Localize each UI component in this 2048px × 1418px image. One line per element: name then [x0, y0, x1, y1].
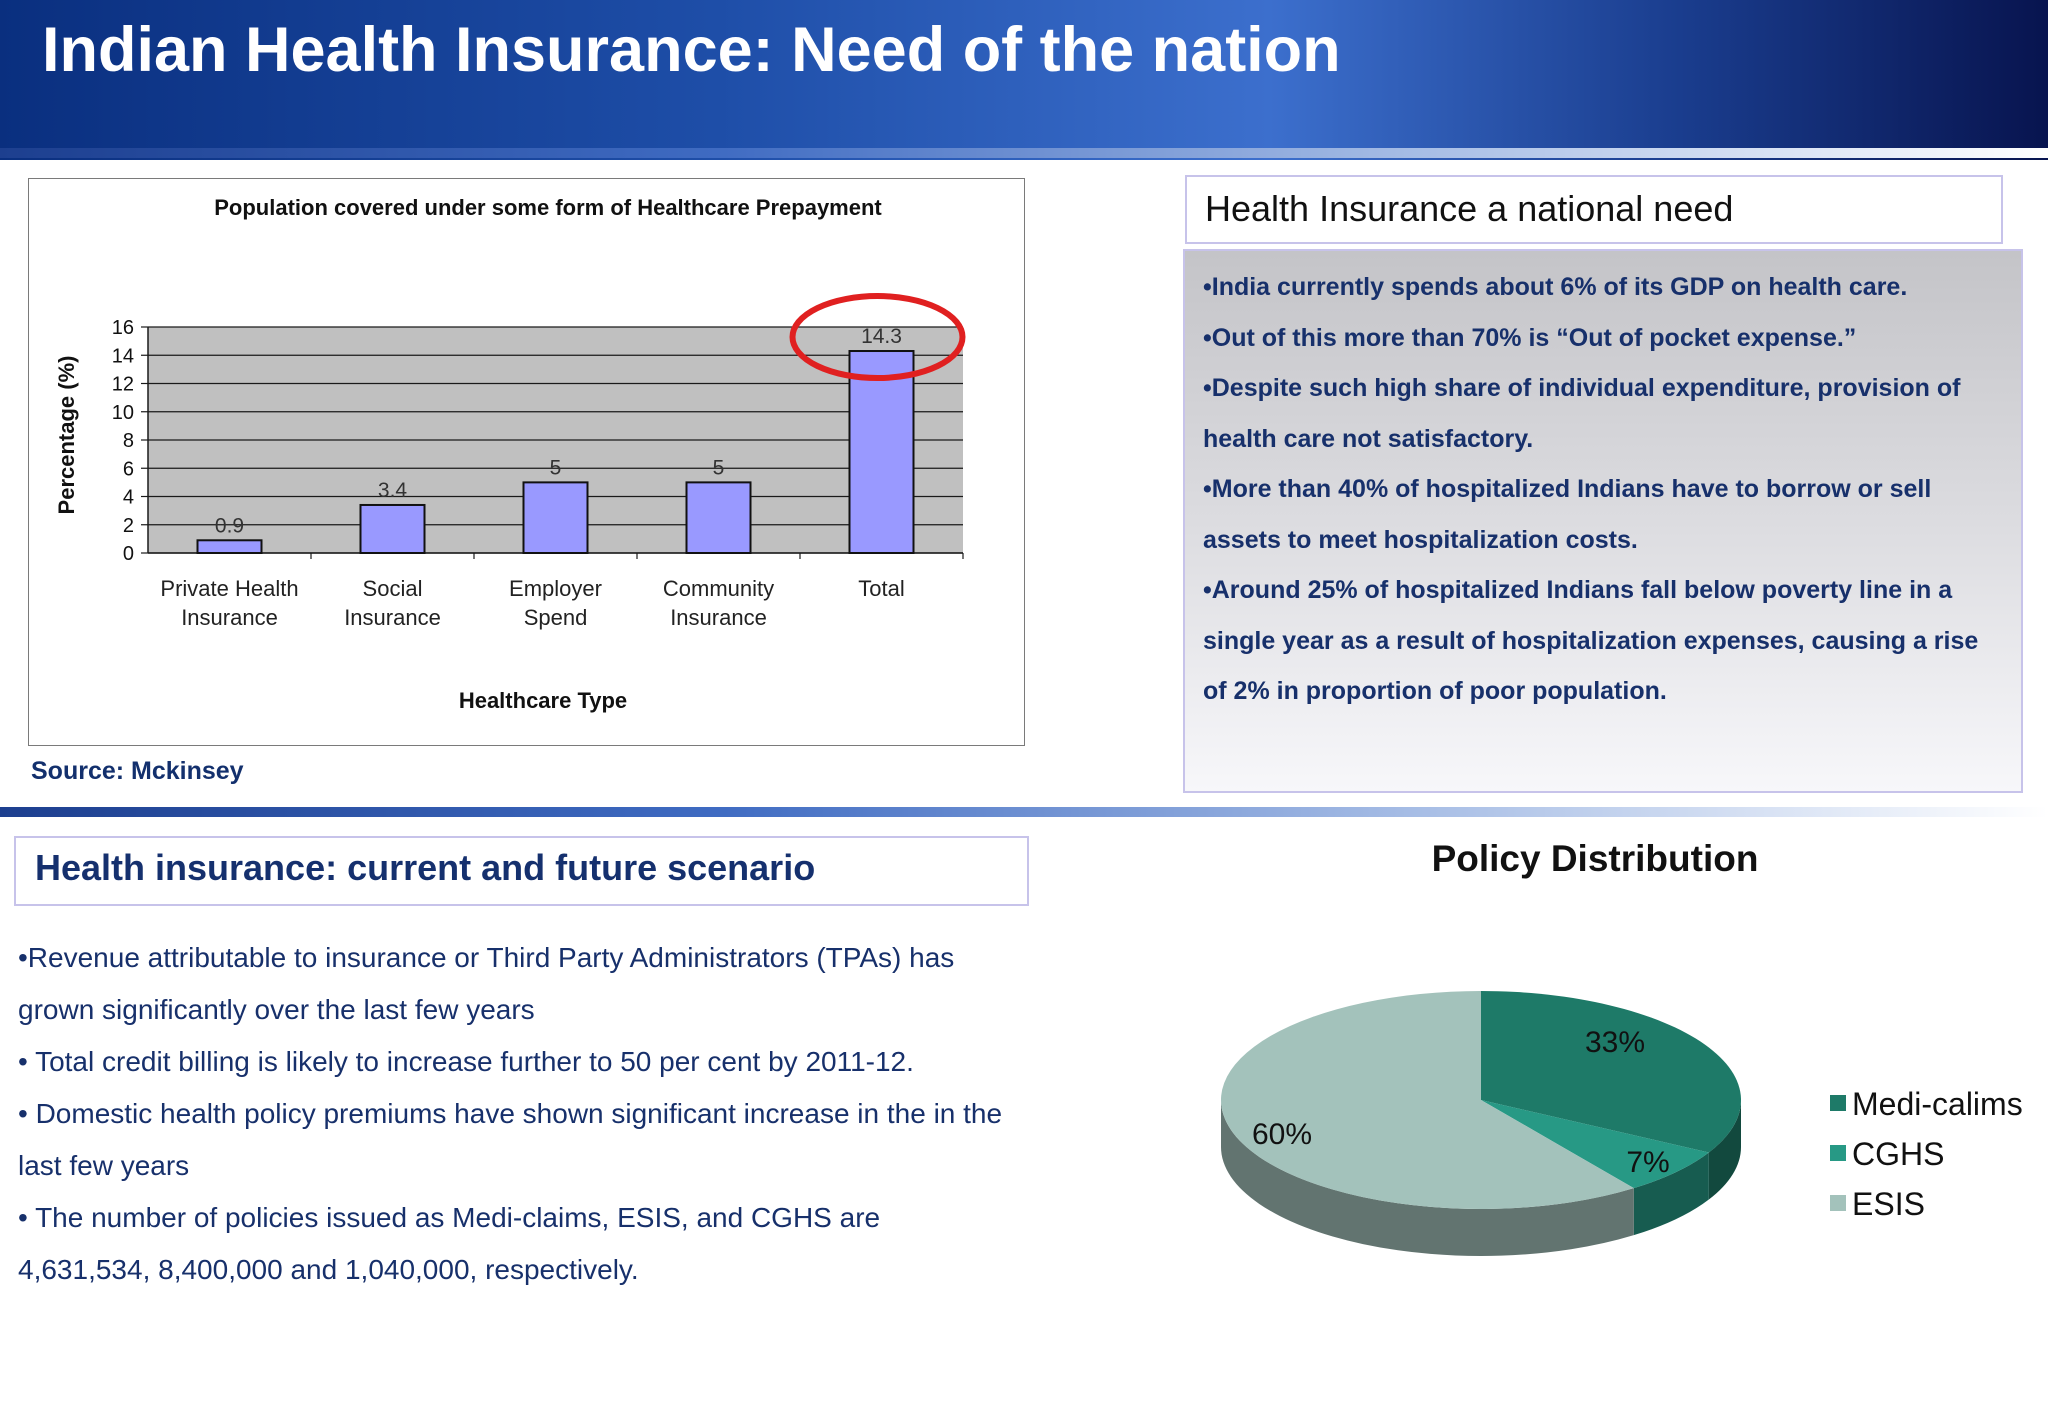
- need-bullet-list: •India currently spends about 6% of its …: [1203, 262, 2003, 717]
- data-label: 5: [550, 456, 562, 479]
- need-bullet: •Around 25% of hospitalized Indians fall…: [1203, 576, 1979, 705]
- y-tick-label: 0: [123, 543, 134, 565]
- scenario-bullet-list: •Revenue attributable to insurance or Th…: [18, 932, 1018, 1296]
- bar: [196, 539, 263, 555]
- source-note: Source: Mckinsey: [31, 757, 244, 785]
- y-axis-title: Percentage (%): [54, 356, 79, 515]
- bar: [848, 350, 915, 554]
- need-bullet: •Out of this more than 70% is “Out of po…: [1203, 323, 1857, 352]
- scenario-bullet: •Revenue attributable to insurance or Th…: [18, 942, 955, 1025]
- legend-swatch: [1830, 1145, 1846, 1161]
- pie-slice: [1481, 1100, 1709, 1189]
- pie-slice-side: [1221, 1100, 1634, 1256]
- legend-item-esis: ESIS: [1830, 1186, 1925, 1223]
- y-tick-label: 4: [123, 487, 134, 509]
- header-divider: [0, 148, 2048, 158]
- need-bullet: •More than 40% of hospitalized Indians h…: [1203, 475, 1932, 554]
- x-tick-label: Insurance: [344, 605, 441, 630]
- pie-slice-side: [1708, 1100, 1741, 1200]
- data-label: 3.4: [378, 479, 408, 502]
- pie-data-label: 60%: [1252, 1118, 1312, 1151]
- need-content-box: [1183, 249, 2023, 793]
- bar-chart: Population covered under some form of He…: [54, 195, 966, 713]
- pie-slice-side: [1633, 1152, 1709, 1236]
- pie-data-label: 33%: [1585, 1026, 1645, 1059]
- pie-chart: 33% 7% 60%: [1220, 991, 1741, 1256]
- data-label: 5: [713, 456, 725, 479]
- x-tick-label: Community: [663, 576, 774, 601]
- bar: [685, 481, 752, 554]
- need-bullet: •Despite such high share of individual e…: [1203, 374, 1961, 453]
- x-tick-label: Private Health: [160, 576, 298, 601]
- y-tick-label: 14: [112, 345, 134, 367]
- x-tick-label: Insurance: [181, 605, 278, 630]
- need-title-box: [1185, 175, 2003, 244]
- legend-label: ESIS: [1852, 1186, 1925, 1222]
- y-tick-label: 6: [123, 458, 134, 480]
- bar-chart-title: Population covered under some form of He…: [214, 195, 882, 220]
- highlight-circle: [789, 293, 966, 382]
- bar: [359, 503, 426, 555]
- legend-swatch: [1830, 1095, 1846, 1111]
- section-divider: [0, 807, 2048, 817]
- bar: [522, 481, 589, 554]
- y-tick-label: 10: [112, 402, 134, 424]
- y-tick-label: 16: [112, 317, 134, 339]
- y-tick-label: 2: [123, 515, 134, 537]
- need-section-title: Health Insurance a national need: [1205, 188, 1734, 229]
- x-tick-label: Total: [858, 576, 904, 601]
- legend-item-cghs: CGHS: [1830, 1136, 1944, 1173]
- scenario-title-box: [14, 836, 1029, 906]
- data-label: 0.9: [215, 514, 244, 537]
- legend-swatch: [1830, 1195, 1846, 1211]
- y-tick-label: 8: [123, 430, 134, 452]
- x-tick-label: Spend: [524, 605, 588, 630]
- scenario-bullet: • Total credit billing is likely to incr…: [18, 1046, 914, 1077]
- legend-label: CGHS: [1852, 1136, 1945, 1172]
- pie-slice: [1220, 991, 1634, 1209]
- pie-data-label: 7%: [1626, 1146, 1669, 1179]
- scenario-bullet: • The number of policies issued as Medi-…: [18, 1202, 881, 1285]
- legend-label: Medi-calims: [1852, 1086, 2023, 1122]
- x-tick-label: Social: [363, 576, 423, 601]
- y-tick-label: 12: [112, 374, 134, 396]
- need-bullet: •India currently spends about 6% of its …: [1203, 273, 1908, 301]
- x-tick-label: Insurance: [670, 605, 767, 630]
- scenario-bullet: • Domestic health policy premiums have s…: [18, 1098, 1003, 1181]
- legend-item-medi-claims: Medi-calims: [1830, 1086, 2023, 1123]
- data-label: 14.3: [861, 325, 902, 348]
- page-title: Indian Health Insurance: Need of the nat…: [42, 15, 1341, 85]
- x-axis-title: Healthcare Type: [459, 688, 627, 713]
- pie-chart-title: Policy Distribution: [1431, 838, 1759, 879]
- scenario-section-title: Health insurance: current and future sce…: [35, 847, 816, 888]
- x-tick-label: Employer: [509, 576, 602, 601]
- header-banner: [0, 0, 2048, 160]
- pie-slice: [1481, 991, 1741, 1153]
